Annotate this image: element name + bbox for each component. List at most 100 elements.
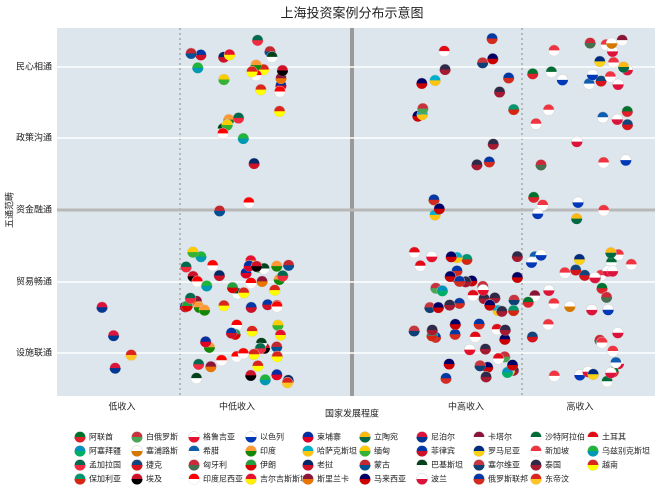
flag-marker <box>535 249 547 261</box>
flag-marker <box>200 280 213 292</box>
flag-marker <box>499 333 511 345</box>
flag-half <box>530 437 542 443</box>
legend-label: 保加利亚 <box>89 474 121 484</box>
flag-marker <box>600 291 613 303</box>
flag-half <box>233 117 245 124</box>
flag-marker <box>511 250 524 263</box>
flag-marker <box>545 66 558 78</box>
flag-half <box>586 74 598 81</box>
flag-half <box>579 275 591 281</box>
legend-label: 塞尔维亚 <box>488 460 520 470</box>
flag-half <box>526 336 538 343</box>
flag-half <box>607 271 619 277</box>
flag-half <box>201 285 213 292</box>
flag-marker <box>480 371 492 383</box>
flag-half <box>245 479 257 485</box>
flag-half <box>525 262 537 268</box>
plot-background <box>57 28 655 396</box>
flag-marker <box>473 318 485 330</box>
flag-marker <box>261 298 274 311</box>
flag-half <box>408 330 420 337</box>
flag-half <box>556 79 568 86</box>
flag-marker <box>476 57 489 69</box>
flag-marker <box>195 250 207 263</box>
flag-half <box>545 71 557 78</box>
flag-half <box>271 346 283 353</box>
legend-label: 卡塔尔 <box>488 432 512 442</box>
flag-marker <box>571 135 583 148</box>
flag-half <box>205 366 217 373</box>
flag-half <box>616 40 628 46</box>
flag-half <box>479 349 491 355</box>
flag-half <box>601 297 613 303</box>
flag-marker <box>195 49 207 61</box>
flag-half <box>200 341 212 348</box>
flag-marker <box>248 157 260 170</box>
flag-half <box>528 197 540 203</box>
flag-half <box>604 76 616 83</box>
flag-half <box>277 275 289 282</box>
flag-half <box>598 162 610 168</box>
flag-half <box>449 334 461 340</box>
flag-marker <box>486 52 499 65</box>
flag-half <box>131 479 143 485</box>
flag-half <box>612 332 624 339</box>
flag-marker <box>597 111 609 124</box>
flag-marker <box>586 304 598 316</box>
flag-half <box>251 266 263 272</box>
flag-marker <box>259 373 271 386</box>
legend-swatch <box>188 445 200 457</box>
flag-half <box>408 252 420 258</box>
legend-swatch <box>302 445 314 457</box>
flag-half <box>610 362 622 369</box>
flag-half <box>440 378 452 384</box>
flag-marker <box>237 132 250 145</box>
flag-marker <box>416 77 428 90</box>
flag-half <box>532 213 544 220</box>
flag-half <box>594 61 606 67</box>
legend-label: 以色列 <box>260 432 284 442</box>
flag-half <box>188 479 200 485</box>
flag-marker <box>449 328 461 341</box>
flag-marker <box>273 105 286 118</box>
flag-marker <box>548 297 560 310</box>
flag-half <box>480 376 492 383</box>
flag-marker <box>276 270 289 282</box>
flag-half <box>598 210 610 216</box>
flag-half <box>586 309 598 316</box>
flag-half <box>595 81 607 87</box>
flag-marker <box>559 266 571 279</box>
flag-half <box>245 451 257 457</box>
flag-half <box>203 347 215 353</box>
legend-swatch <box>131 473 143 485</box>
flag-half <box>227 287 239 294</box>
legend-label: 巴基斯坦 <box>431 460 463 470</box>
flag-marker <box>425 250 438 263</box>
flag-half <box>461 259 473 265</box>
flag-half <box>507 364 519 371</box>
legend-label: 孟加拉国 <box>89 460 121 470</box>
flag-marker <box>578 269 591 281</box>
flag-marker <box>272 319 284 331</box>
flag-marker <box>589 271 601 284</box>
y-tick-label: 设施联通 <box>16 347 52 359</box>
flag-half <box>416 437 428 443</box>
flag-half <box>583 83 595 90</box>
flag-marker <box>107 329 120 342</box>
legend-swatch <box>359 431 371 443</box>
flag-half <box>213 275 225 281</box>
flag-half <box>245 465 257 471</box>
flag-marker <box>467 289 479 302</box>
legend-swatch <box>416 445 428 457</box>
flag-half <box>302 437 314 443</box>
flag-marker <box>542 104 555 116</box>
flag-marker <box>237 347 250 360</box>
flag-half <box>548 50 560 56</box>
legend-label: 俄罗斯联邦 <box>488 474 528 484</box>
legend-label: 希腊 <box>203 446 219 456</box>
flag-half <box>587 437 599 443</box>
flag-marker <box>243 196 255 209</box>
flag-marker <box>556 74 569 86</box>
flag-marker <box>596 282 608 294</box>
flag-half <box>245 375 257 381</box>
